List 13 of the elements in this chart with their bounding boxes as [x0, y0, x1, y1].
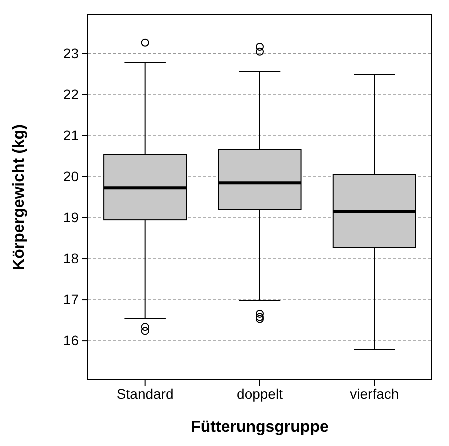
x-tick-label: doppelt	[237, 386, 284, 402]
y-tick-label: 22	[63, 86, 80, 102]
y-tick-label: 17	[63, 292, 80, 308]
x-axis-title: Fütterungsgruppe	[191, 419, 329, 436]
y-tick-label: 21	[63, 127, 80, 144]
y-axis-title: Körpergewicht (kg)	[11, 124, 28, 270]
y-tick-label: 20	[63, 168, 80, 184]
x-tick-label: Standard	[116, 386, 174, 402]
x-tick-label: vierfach	[350, 386, 400, 402]
y-tick-label: 18	[63, 250, 80, 266]
y-tick-label: 19	[63, 209, 80, 226]
y-tick-label: 16	[63, 332, 80, 349]
y-tick-label: 23	[63, 45, 80, 62]
